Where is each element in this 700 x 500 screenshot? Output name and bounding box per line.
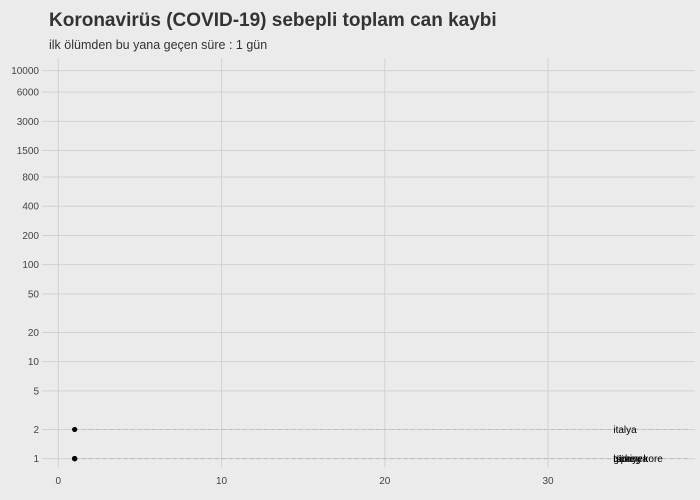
y-tick-label: 2 <box>33 425 39 436</box>
y-tick-label: 6000 <box>17 88 40 99</box>
data-point <box>72 426 78 433</box>
series-label: ispanya <box>613 454 648 465</box>
y-axis-ticks: 1 2 5 10 20 50 100 200 400 800 1500 3000 6000 10000 <box>11 66 39 465</box>
x-gridlines <box>57 58 549 467</box>
y-tick-label: 100 <box>22 260 39 271</box>
y-tick-label: 200 <box>22 231 39 242</box>
y-tick-label: 10 <box>28 357 40 368</box>
x-tick-label: 20 <box>379 476 391 487</box>
y-gridlines <box>42 70 695 460</box>
y-tick-label: 400 <box>22 202 39 213</box>
data-points <box>72 426 78 462</box>
y-tick-label: 1500 <box>17 146 40 157</box>
y-tick-label: 5 <box>33 386 39 397</box>
series-label: italya <box>613 425 637 436</box>
y-tick-label: 800 <box>22 173 39 184</box>
y-tick-label: 10000 <box>11 66 39 77</box>
y-tick-label: 1 <box>33 454 39 465</box>
series-label: türkiye <box>613 454 643 465</box>
x-axis-ticks: 0 10 20 30 <box>56 476 555 487</box>
y-tick-label: 20 <box>28 328 40 339</box>
data-point <box>72 456 78 462</box>
series-label: güney kore <box>613 454 663 465</box>
y-tick-label: 3000 <box>17 117 40 128</box>
x-tick-label: 0 <box>56 476 62 487</box>
y-tick-label: 50 <box>28 289 40 300</box>
x-tick-label: 30 <box>543 476 555 487</box>
x-tick-label: 10 <box>216 476 228 487</box>
reference-lines <box>74 428 690 460</box>
chart-title: Koronavirüs (COVID-19) sebepli toplam ca… <box>49 10 497 31</box>
chart-subtitle: ilk ölümden bu yana geçen süre : 1 gün <box>49 38 268 52</box>
